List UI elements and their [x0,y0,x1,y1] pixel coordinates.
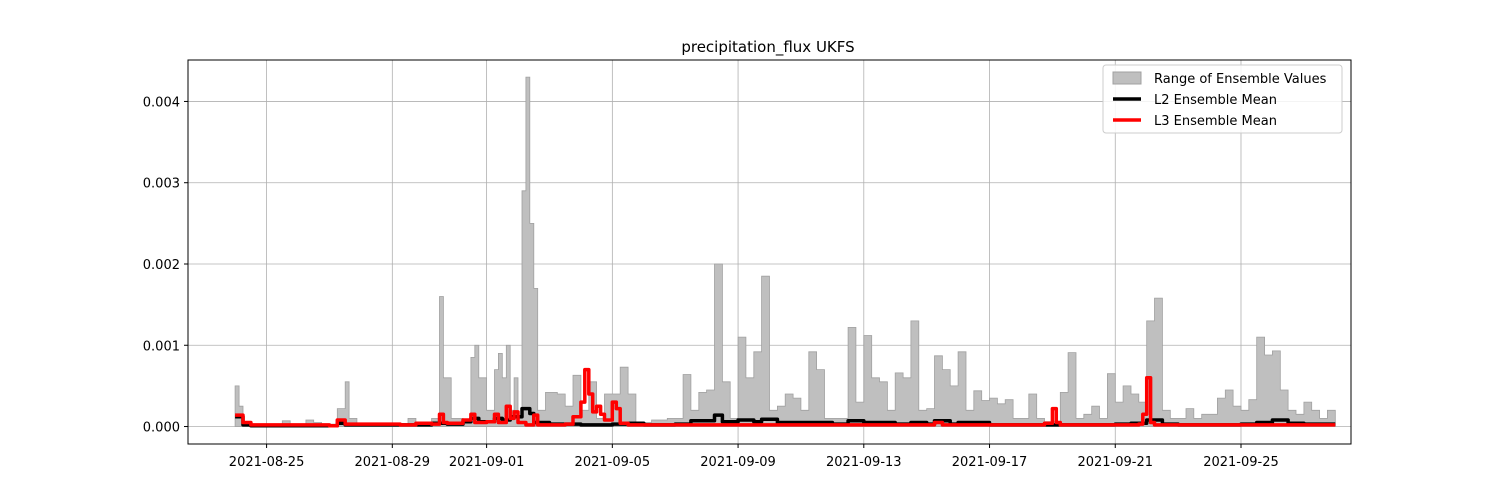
plot-frame [187,59,1352,445]
chart-title: precipitation_flux UKFS [681,38,854,57]
y-tick-label: 0.004 [143,95,180,110]
x-tick-label: 2021-09-09 [700,455,776,470]
y-tick-label: 0.000 [143,421,180,436]
x-tick-label: 2021-09-21 [1077,455,1153,470]
x-tick-label: 2021-08-29 [355,455,431,470]
legend-label-l3: L3 Ensemble Mean [1154,114,1277,129]
x-tick-label: 2021-09-17 [952,455,1028,470]
x-tick-label: 2021-09-25 [1203,455,1279,470]
y-tick-label: 0.002 [143,258,180,273]
legend-swatch-range [1112,71,1142,85]
legend-box [1102,64,1343,134]
x-tick-label: 2021-09-13 [826,455,902,470]
series-range-area [234,76,1336,427]
series-l3-line [235,367,1336,428]
legend: Range of Ensemble Values L2 Ensemble Mea… [1102,64,1343,134]
x-tick-label: 2021-08-25 [229,455,305,470]
x-tick-label: 2021-09-01 [449,455,525,470]
y-axis: 0.000 0.001 0.002 0.003 0.004 [143,95,188,436]
legend-label-l2: L2 Ensemble Mean [1154,93,1277,108]
x-tick-label: 2021-09-05 [575,455,651,470]
x-axis: 2021-08-25 2021-08-29 2021-09-01 2021-09-05… [229,444,1279,470]
y-tick-label: 0.003 [143,177,180,192]
legend-label-range: Range of Ensemble Values [1154,72,1327,87]
line-layer [235,367,1336,428]
y-tick-label: 0.001 [143,339,180,354]
range-layer [234,76,1336,427]
